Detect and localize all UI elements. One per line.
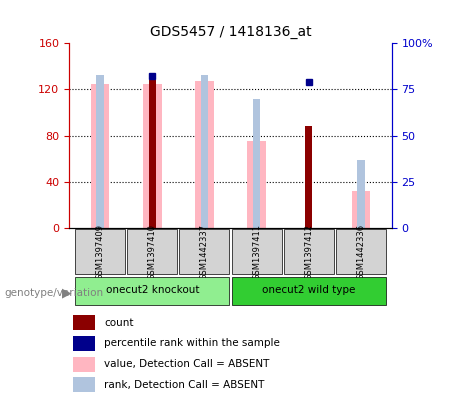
Bar [73,357,95,371]
Text: onecut2 knockout: onecut2 knockout [106,285,199,295]
Text: GSM1397409: GSM1397409 [96,224,105,279]
Text: rank, Detection Call = ABSENT: rank, Detection Call = ABSENT [104,380,265,390]
Bar [253,99,260,228]
Bar [201,75,208,228]
Bar [76,277,230,305]
Bar [352,191,370,228]
Text: percentile rank within the sample: percentile rank within the sample [104,338,280,349]
Bar [73,336,95,351]
Text: GSM1442337: GSM1442337 [200,224,209,279]
Text: ▶: ▶ [62,286,72,299]
Bar [91,84,110,228]
Bar [195,81,213,228]
Bar [284,229,334,274]
Text: value, Detection Call = ABSENT: value, Detection Call = ABSENT [104,359,270,369]
Text: onecut2 wild type: onecut2 wild type [262,285,355,295]
Bar [248,141,266,228]
Bar [127,229,177,274]
Bar [306,126,312,228]
Text: GSM1397410: GSM1397410 [148,224,157,279]
Bar [73,316,95,330]
Bar [149,80,155,228]
Title: GDS5457 / 1418136_at: GDS5457 / 1418136_at [150,26,311,39]
Bar [179,229,230,274]
Text: GSM1442336: GSM1442336 [356,224,365,279]
Text: GSM1397411: GSM1397411 [252,224,261,279]
Bar [336,229,385,274]
Bar [76,229,125,274]
Bar [73,377,95,392]
Bar [231,277,385,305]
Text: genotype/variation: genotype/variation [5,288,104,298]
Bar [231,229,282,274]
Text: count: count [104,318,134,328]
Bar [143,84,161,228]
Bar [357,160,365,228]
Bar [96,75,104,228]
Text: GSM1397412: GSM1397412 [304,224,313,279]
